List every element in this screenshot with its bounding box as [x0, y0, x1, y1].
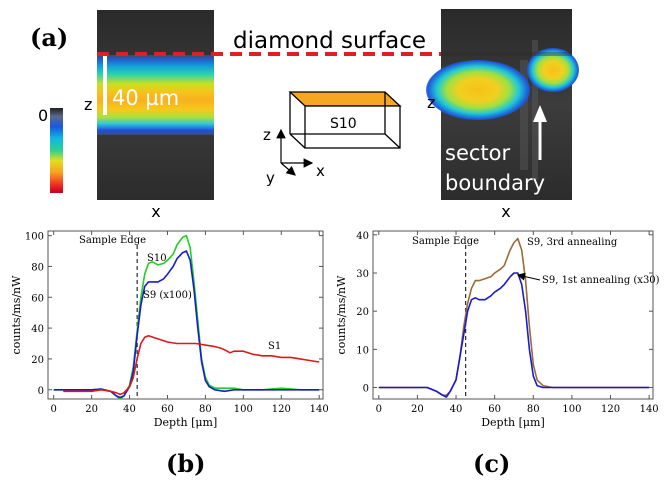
chart-c-series-line-2 — [378, 272, 650, 398]
axis-x-label: x — [316, 162, 325, 180]
axis-z-label: z — [263, 126, 271, 144]
chart-b-series-line-2 — [53, 250, 320, 399]
panel-c-label: (c) — [473, 449, 510, 478]
chart-c-x-tick-label: 100 — [562, 404, 581, 415]
axis-y-label: y — [266, 169, 275, 187]
chart-b-y-tick-label: 40 — [31, 324, 44, 335]
left-image-x-label: x — [151, 202, 160, 221]
chart-b-y-tick-label: 60 — [31, 293, 44, 304]
scale-bar — [103, 55, 107, 115]
panel-b-label: (b) — [166, 449, 206, 478]
chart-c-x-tick-label: 40 — [450, 404, 463, 415]
panel-c-sample-edge-label: Sample Edge — [412, 236, 479, 247]
chart-c-x-tick-label: 20 — [411, 404, 424, 415]
panel-a-label: (a) — [30, 23, 68, 52]
chart-c-plot-frame — [372, 230, 654, 400]
chart-c-y-tick-label: 40 — [356, 231, 369, 242]
s10-curve-label: S10 — [147, 253, 167, 264]
first-annealing-label: S9, 1st annealing (x30) — [542, 275, 660, 286]
right-depth-image: sector boundary — [426, 9, 579, 200]
chart-c: 0 20 40 60 80 100 120 140 0 10 20 30 40 Depth [μm] cou… — [335, 230, 659, 429]
chart-b-x-tick-label: 80 — [199, 404, 212, 415]
right-image-z-label: z — [427, 93, 435, 112]
colorbar — [50, 108, 63, 193]
chart-b-y-tick-label: 20 — [31, 355, 44, 366]
panel-a: (a) 40 µm z x 0 diamond surface S10 — [30, 9, 579, 221]
s9-curve-label: S9 (x100) — [143, 290, 192, 301]
panel-b-sample-edge-label: Sample Edge — [79, 235, 146, 246]
chart-b-x-tick-label: 60 — [161, 404, 174, 415]
chart-c-x-tick-label: 120 — [601, 404, 620, 415]
s1-curve-label: S1 — [268, 341, 281, 352]
chart-b-x-tick-label: 0 — [51, 404, 57, 415]
left-image-z-label: z — [84, 95, 92, 114]
chart-b-y-axis-label: counts/ms/nW — [10, 275, 23, 355]
chart-b-series-line-3 — [63, 335, 320, 396]
chart-c-y-axis-label: counts/ms/nW — [335, 275, 348, 355]
chart-b-y-tick-label: 100 — [25, 232, 44, 243]
chart-c-y-tick-label: 20 — [356, 307, 369, 318]
left-depth-image: 40 µm — [97, 10, 214, 200]
sector-boundary-label-line1: sector — [445, 141, 510, 165]
chart-b-y-tick-label: 80 — [31, 262, 44, 273]
chart-b-series-line-1 — [53, 234, 320, 400]
scale-bar-label: 40 µm — [112, 86, 179, 110]
chart-c-x-tick-label: 0 — [376, 404, 382, 415]
chart-b-x-axis-label: Depth [μm] — [154, 416, 218, 429]
chart-b: 0 20 40 60 80 100 120 140 0 20 40 60 80 100 Depth [μm]… — [10, 230, 329, 429]
chart-c-x-tick-label: 140 — [640, 404, 659, 415]
chart-b-x-tick-label: 20 — [85, 404, 98, 415]
chart-c-x-tick-label: 60 — [488, 404, 501, 415]
diamond-surface-label: diamond surface — [233, 28, 426, 54]
chart-b-x-tick-label: 140 — [310, 404, 329, 415]
chart-c-y-tick-label: 30 — [356, 269, 369, 280]
axes-triad: z x y — [263, 126, 325, 187]
chart-c-y-tick-label: 10 — [356, 345, 369, 356]
chart-c-y-tick-label: 0 — [363, 384, 369, 395]
sector-boundary-arrow — [533, 105, 547, 160]
colorbar-top-label: 0 — [38, 106, 48, 125]
chart-b-x-tick-label: 40 — [123, 404, 136, 415]
chart-c-series-line-1 — [378, 237, 650, 396]
right-image-x-label: x — [501, 202, 510, 221]
sector-boundary-label-line2: boundary — [445, 171, 545, 195]
chart-c-x-tick-label: 80 — [527, 404, 540, 415]
first-annealing-pointer — [517, 272, 541, 281]
chart-b-y-tick-label: 0 — [38, 386, 44, 397]
third-annealing-label: S9, 3rd annealing — [527, 237, 618, 248]
chart-b-x-tick-label: 120 — [272, 404, 291, 415]
chart-b-plot-frame — [47, 230, 324, 400]
chart-b-x-tick-label: 100 — [234, 404, 253, 415]
sample-box-diagram: S10 — [288, 91, 402, 149]
chart-c-x-axis-label: Depth [μm] — [481, 416, 545, 429]
sample-box-label: S10 — [330, 116, 357, 132]
